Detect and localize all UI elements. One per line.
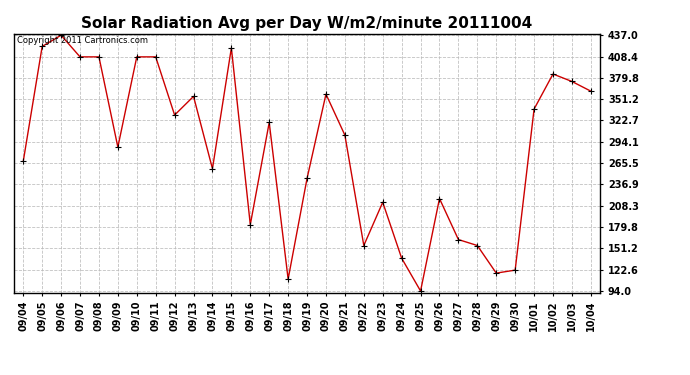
Text: Copyright 2011 Cartronics.com: Copyright 2011 Cartronics.com: [17, 36, 148, 45]
Title: Solar Radiation Avg per Day W/m2/minute 20111004: Solar Radiation Avg per Day W/m2/minute …: [81, 16, 533, 31]
